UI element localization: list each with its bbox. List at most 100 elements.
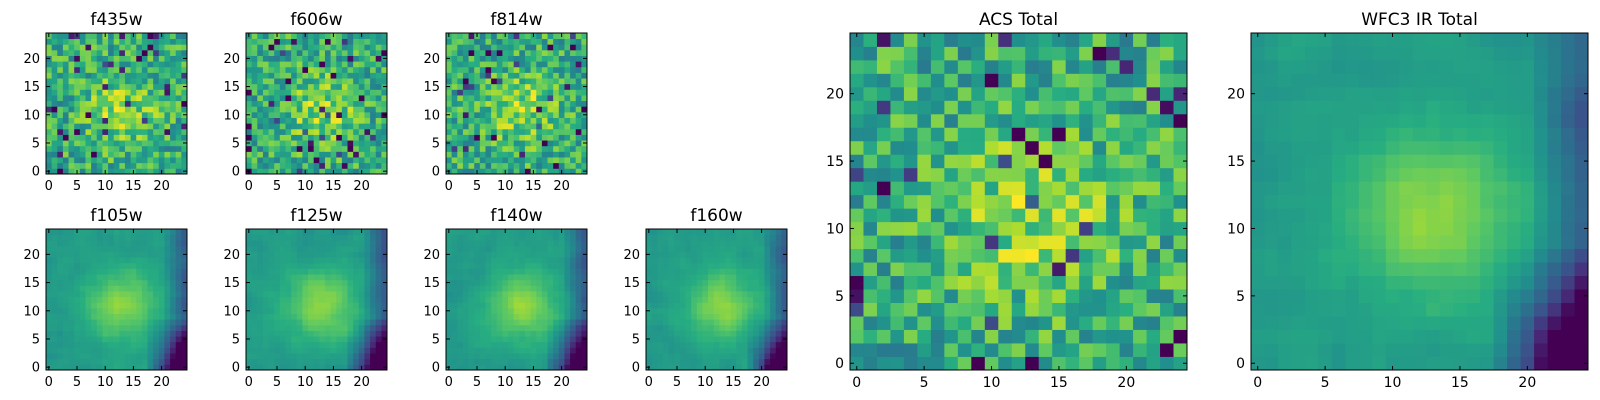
heatmap-cell bbox=[451, 257, 458, 264]
heatmap-cell bbox=[108, 151, 115, 158]
heatmap-cell bbox=[1052, 208, 1067, 223]
heatmap-cell bbox=[508, 353, 515, 360]
heatmap-cell bbox=[575, 257, 582, 264]
heatmap-cell bbox=[262, 89, 269, 96]
heatmap-cell bbox=[502, 245, 509, 252]
heatmap-cell bbox=[102, 262, 109, 269]
heatmap-cell bbox=[246, 347, 253, 354]
heatmap-cells bbox=[246, 229, 388, 371]
heatmap-cell bbox=[513, 262, 520, 269]
heatmap-cell bbox=[74, 279, 81, 286]
heatmap-cell bbox=[758, 319, 765, 326]
heatmap-cell bbox=[51, 89, 58, 96]
heatmap-cell bbox=[291, 341, 298, 348]
heatmap-cell bbox=[496, 347, 503, 354]
heatmap-cell bbox=[141, 145, 148, 152]
heatmap-cell bbox=[85, 251, 92, 258]
heatmap-cell bbox=[274, 66, 281, 73]
heatmap-cell bbox=[496, 44, 503, 51]
heatmap-cell bbox=[57, 313, 64, 320]
heatmap-cell bbox=[319, 279, 326, 286]
heatmap-cell bbox=[164, 279, 171, 286]
heatmap-cell bbox=[85, 106, 92, 113]
heatmap-cell bbox=[347, 168, 354, 175]
heatmap-cell bbox=[358, 44, 365, 51]
heatmap-cell bbox=[519, 240, 526, 247]
heatmap-cell bbox=[657, 302, 664, 309]
heatmap-cell bbox=[257, 151, 264, 158]
heatmap-cell bbox=[285, 66, 292, 73]
heatmap-cell bbox=[485, 245, 492, 252]
heatmap-cell bbox=[181, 100, 188, 107]
heatmap-cell bbox=[136, 257, 143, 264]
heatmap-cell bbox=[485, 234, 492, 241]
heatmap-cell bbox=[536, 347, 543, 354]
heatmap-cell bbox=[147, 353, 154, 360]
heatmap-cell bbox=[102, 245, 109, 252]
heatmap-cell bbox=[536, 100, 543, 107]
heatmap-cell bbox=[51, 168, 58, 175]
heatmap-cell bbox=[51, 117, 58, 124]
heatmap-cell bbox=[119, 162, 126, 169]
heatmap-cell bbox=[285, 319, 292, 326]
heatmap-cell bbox=[513, 111, 520, 118]
heatmap-cell bbox=[646, 257, 653, 264]
heatmap-cell bbox=[175, 245, 182, 252]
heatmap-cell bbox=[119, 296, 126, 303]
heatmap-cell bbox=[153, 44, 160, 51]
heatmap-cell bbox=[1133, 221, 1147, 236]
heatmap-cell bbox=[536, 157, 543, 164]
heatmap-cell bbox=[164, 302, 171, 309]
heatmap-cell bbox=[170, 358, 177, 365]
heatmap-cell bbox=[370, 336, 377, 343]
heatmap-cell bbox=[646, 268, 653, 275]
heatmap-cell bbox=[57, 353, 64, 360]
heatmap-cell bbox=[364, 168, 371, 175]
heatmap-cell bbox=[651, 285, 658, 292]
heatmap-cell bbox=[262, 151, 269, 158]
heatmap-cell bbox=[1146, 221, 1161, 236]
heatmap-cell bbox=[468, 358, 475, 365]
heatmap-cell bbox=[62, 128, 69, 135]
heatmap-cell bbox=[451, 336, 458, 343]
heatmap-cell bbox=[462, 341, 469, 348]
heatmap-cell bbox=[944, 262, 959, 277]
heatmap-cell bbox=[685, 302, 692, 309]
heatmap-cell bbox=[336, 168, 343, 175]
heatmap-cell bbox=[553, 313, 560, 320]
heatmap-cell bbox=[347, 89, 354, 96]
heatmap-cell bbox=[51, 128, 58, 135]
heatmap-cell bbox=[113, 157, 120, 164]
heatmap-cell bbox=[46, 358, 53, 365]
heatmap-cell bbox=[330, 38, 337, 45]
heatmap-cell bbox=[268, 117, 275, 124]
heatmap-cell bbox=[102, 279, 109, 286]
heatmap-cell bbox=[158, 274, 165, 281]
heatmap-cell bbox=[1038, 356, 1053, 371]
heatmap-cell bbox=[251, 274, 258, 281]
heatmap-cell bbox=[781, 347, 788, 354]
heatmap-cell bbox=[341, 128, 348, 135]
heatmap-cell bbox=[74, 134, 81, 141]
heatmap-cell bbox=[57, 330, 64, 337]
heatmap-cell bbox=[530, 61, 537, 68]
heatmap-cell bbox=[296, 234, 303, 241]
heatmap-cell bbox=[370, 111, 377, 118]
heatmap-cell bbox=[536, 111, 543, 118]
heatmap-cell bbox=[741, 313, 748, 320]
heatmap-cell bbox=[370, 117, 377, 124]
heatmap-cell bbox=[330, 285, 337, 292]
heatmap-cell bbox=[308, 95, 315, 102]
heatmap-cell bbox=[274, 324, 281, 331]
heatmap-cell bbox=[119, 83, 126, 90]
heatmap-cell bbox=[62, 78, 69, 85]
heatmap-cell bbox=[353, 44, 360, 51]
heatmap-cell bbox=[491, 302, 498, 309]
heatmap-cell bbox=[775, 268, 782, 275]
heatmap-cell bbox=[285, 106, 292, 113]
heatmap-cell bbox=[170, 151, 177, 158]
heatmap-cell bbox=[541, 262, 548, 269]
heatmap-cell bbox=[536, 106, 543, 113]
heatmap-cell bbox=[285, 83, 292, 90]
